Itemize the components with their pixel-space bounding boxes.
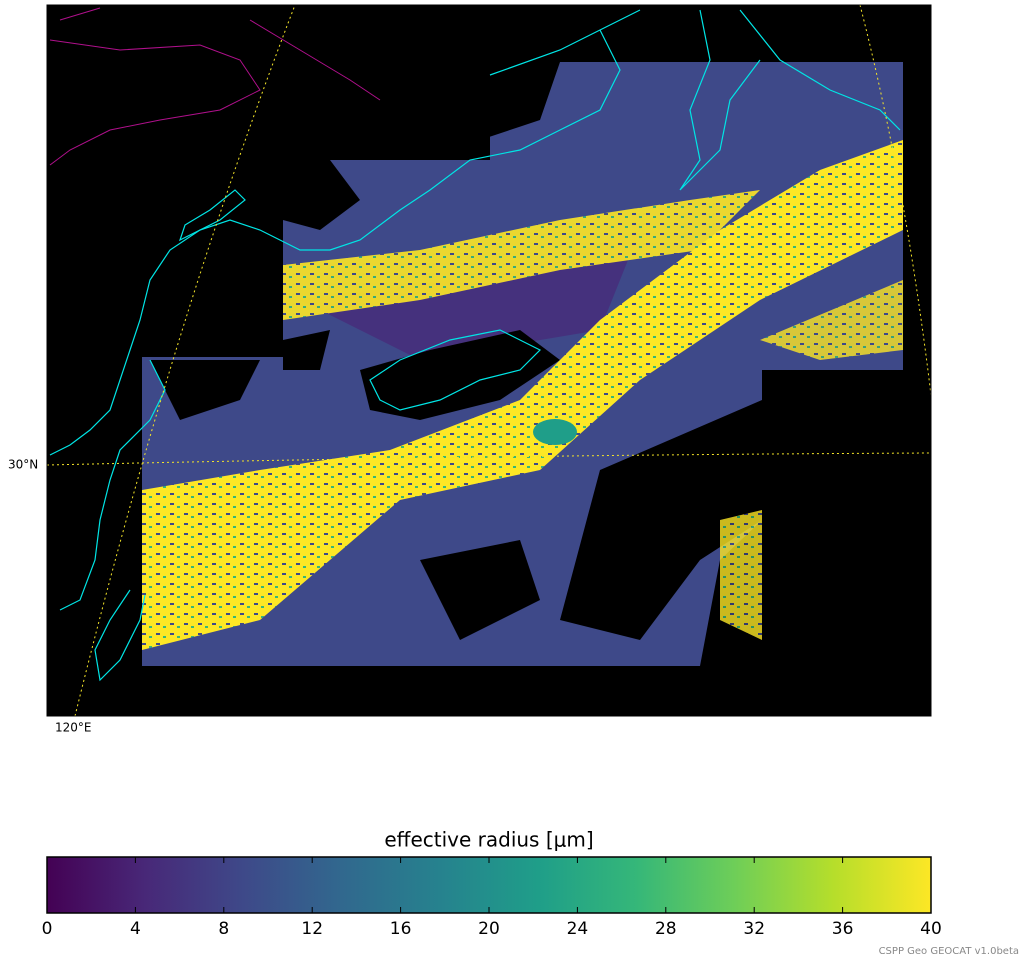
colorbar-tick-label: 8	[218, 919, 229, 939]
credit: CSPP Geo GEOCAT v1.0beta	[879, 946, 1019, 957]
colorbar-tick-label: 36	[832, 919, 854, 939]
colorbar-tick-label: 20	[478, 919, 500, 939]
longitude-label: 120°E	[55, 721, 92, 735]
colorbar-tick-label: 40	[920, 919, 942, 939]
colorbar-label: effective radius [μm]	[384, 828, 593, 852]
colorbar-tick-label: 12	[301, 919, 323, 939]
colorbar: 0 4 8 12 16 20 24 28 32 36 40	[42, 857, 942, 939]
cloud-patch	[533, 419, 577, 445]
colorbar-tick-label: 16	[390, 919, 412, 939]
colorbar-tick-label: 24	[567, 919, 589, 939]
colorbar-bar	[47, 857, 931, 913]
colorbar-tick-label: 0	[42, 919, 53, 939]
colorbar-tick-label: 28	[655, 919, 677, 939]
figure: 30°N 120°E effective radius [μm] 0 4 8 12 16…	[0, 0, 1023, 958]
colorbar-tick-label: 32	[743, 919, 765, 939]
latitude-label: 30°N	[8, 458, 38, 472]
colorbar-tick-label: 4	[130, 919, 141, 939]
map: 30°N 120°E	[8, 5, 931, 735]
